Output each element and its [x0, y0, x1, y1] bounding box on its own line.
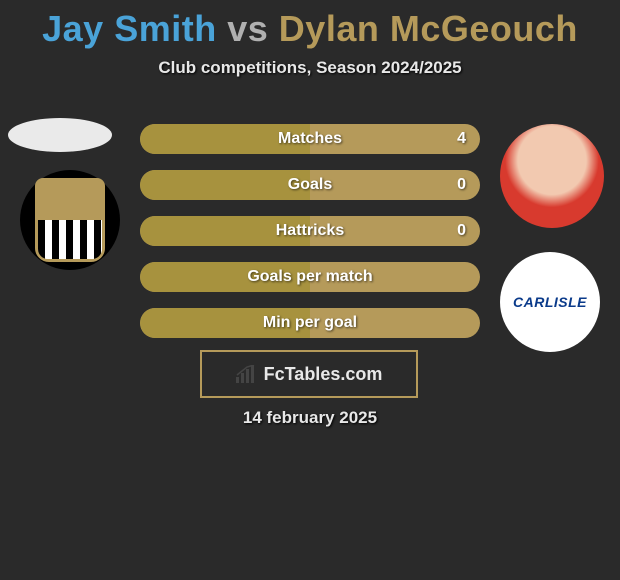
vs-text: vs	[227, 8, 268, 49]
stat-bar: Goals 0	[140, 170, 480, 200]
stat-bar-left-fill	[140, 170, 310, 200]
player2-avatar	[500, 124, 604, 228]
stat-bar: Matches 4	[140, 124, 480, 154]
stat-label: Goals	[288, 176, 332, 194]
stats-bars: Matches 4 Goals 0 Hattricks 0 Goals per match M…	[140, 124, 480, 354]
stat-label: Hattricks	[276, 222, 344, 240]
stat-value-right: 4	[457, 130, 466, 148]
notts-county-crest-icon	[35, 178, 105, 262]
brand-box: FcTables.com	[200, 350, 418, 398]
player1-avatar	[8, 118, 112, 152]
subtitle: Club competitions, Season 2024/2025	[0, 58, 620, 78]
player2-club-badge: CARLISLE	[500, 252, 600, 352]
stat-label: Matches	[278, 130, 342, 148]
stat-label: Goals per match	[247, 268, 372, 286]
comparison-title: Jay Smith vs Dylan McGeouch	[0, 0, 620, 50]
date: 14 february 2025	[0, 408, 620, 428]
stat-bar: Hattricks 0	[140, 216, 480, 246]
chart-icon	[236, 365, 258, 383]
carlisle-label: CARLISLE	[513, 294, 587, 310]
stat-value-right: 0	[457, 222, 466, 240]
stat-value-right: 0	[457, 176, 466, 194]
stat-bar: Goals per match	[140, 262, 480, 292]
brand-text: FcTables.com	[264, 364, 383, 385]
stat-label: Min per goal	[263, 314, 357, 332]
player2-name: Dylan McGeouch	[279, 8, 578, 49]
player1-name: Jay Smith	[42, 8, 217, 49]
stat-bar: Min per goal	[140, 308, 480, 338]
player1-club-badge	[20, 170, 120, 270]
